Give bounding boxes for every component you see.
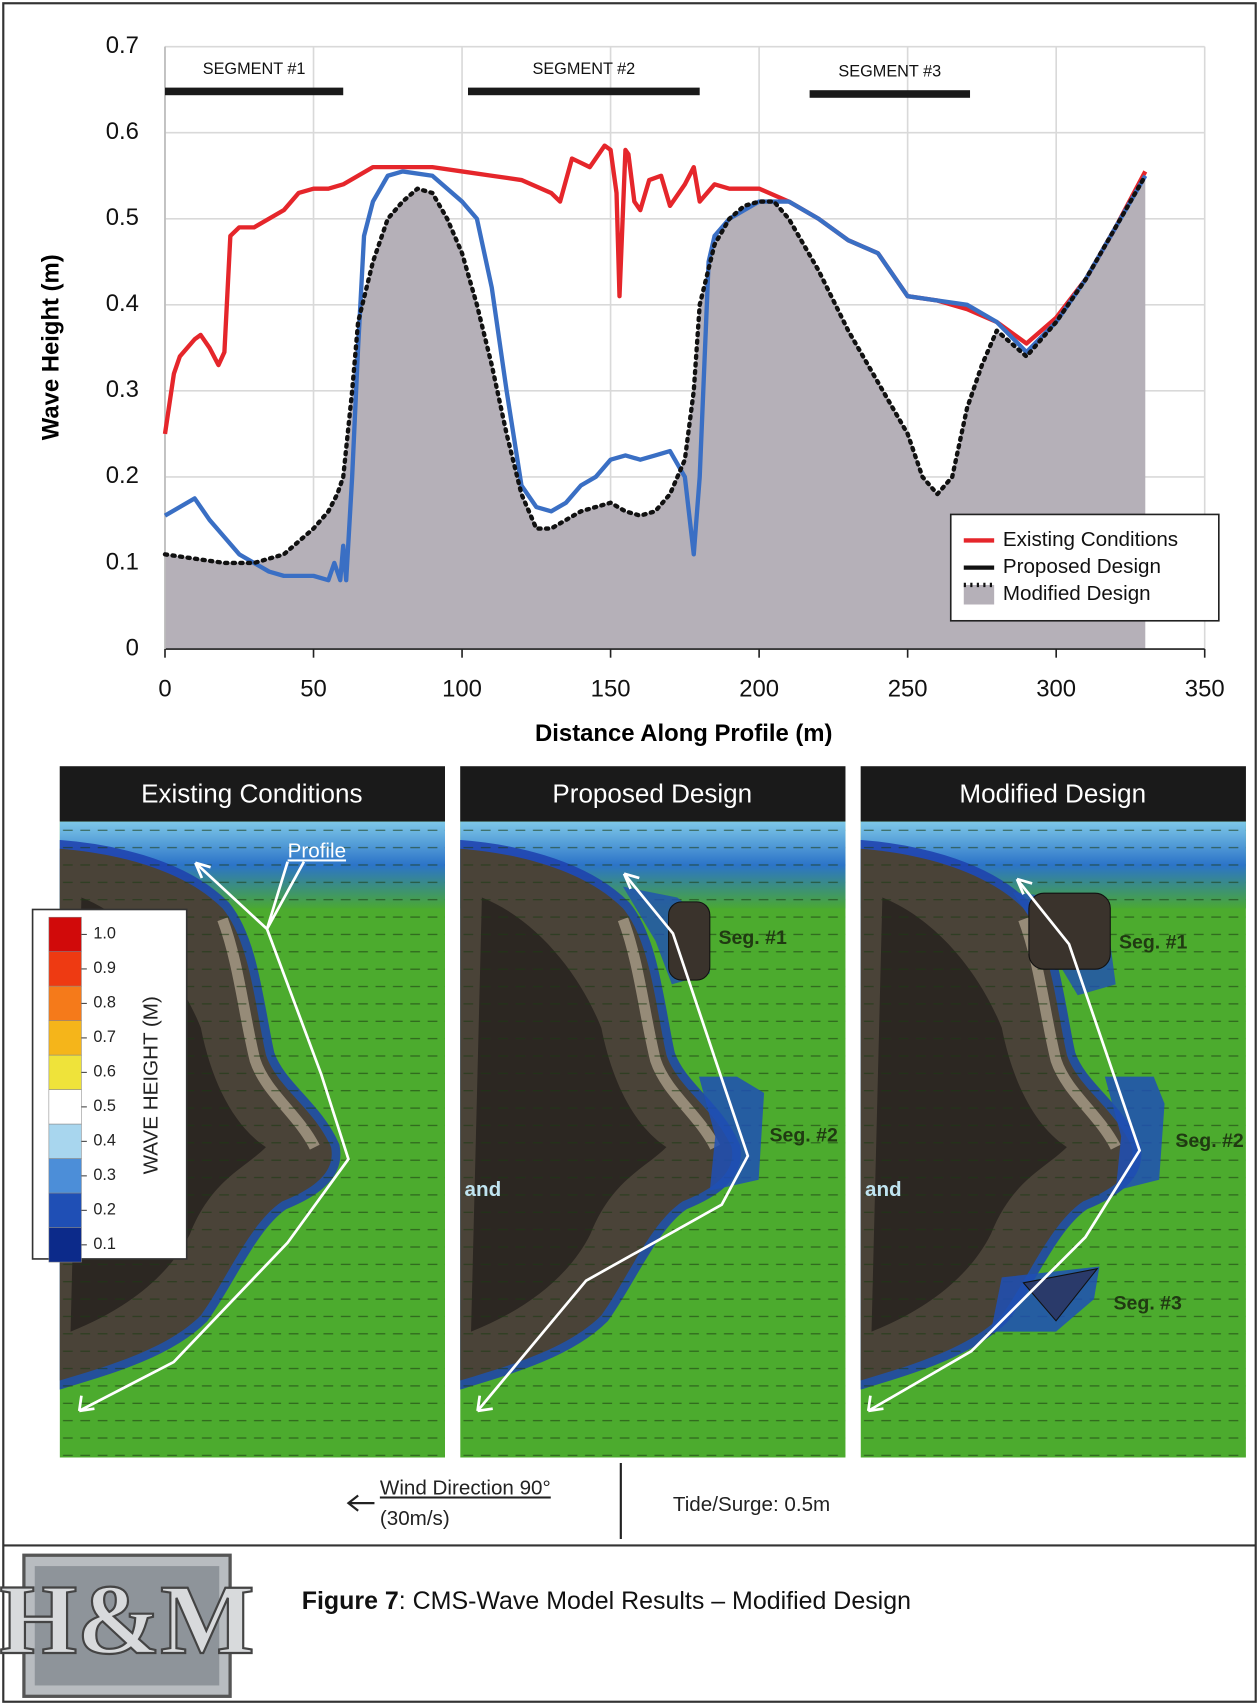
x-axis-title: Distance Along Profile (m) [535,720,832,747]
line [162,173,1148,566]
x-tick-label: 50 [300,676,327,703]
segment-label: SEGMENT #3 [838,63,941,81]
map-label: Seg. #2 [770,1124,838,1146]
y-tick-label: 0 [126,634,139,661]
colorbar-title: WAVE HEIGHT (M) [139,996,162,1174]
colorbar-block [48,916,82,952]
segment-bar [164,87,344,96]
wind-label: Wind Direction 90° [380,1476,551,1499]
legend-box [949,513,1220,622]
segment-label: SEGMENT #1 [203,60,306,78]
map-label: Seg. #3 [1114,1293,1182,1315]
colorbar-label: 0.2 [93,1201,116,1219]
y-tick-label: 0.2 [106,462,139,489]
colorbar-label: 0.5 [93,1097,116,1115]
wind-speed: (30m/s) [380,1507,450,1530]
map-label: Seg. #1 [718,927,786,949]
colorbar-block [48,1192,82,1228]
segment-label: SEGMENT #2 [532,60,635,78]
arrow [866,877,1033,1413]
colorbar-block [48,1020,82,1056]
breakwater [1028,892,1111,970]
colorbar-label: 0.8 [93,994,116,1012]
map-label: and [465,1178,502,1201]
plot: 0 0.1 0.2 0.3 0.4 0.5 0.6 0.7 0 50 100 150 200 250 300… [106,32,1225,703]
wind-arrow [346,1494,359,1512]
legend-label: Proposed Design [1003,555,1161,578]
shadow-zone [698,1076,765,1191]
colorbar-label: 1.0 [93,925,116,943]
map-panel: Existing Conditions Profile [60,766,445,1457]
logo: H&M [0,1564,255,1675]
caption: Figure 7: CMS-Wave Model Results – Modif… [302,1586,911,1614]
x-tick-label: 250 [888,676,928,703]
colorbar-block [48,1089,82,1125]
map-label: Seg. #2 [1175,1130,1243,1152]
colorbar-label: 0.3 [93,1166,116,1184]
y-tick-label: 0.6 [106,118,139,145]
arrow [476,872,640,1413]
segment-bar [467,87,700,96]
panel-title: Modified Design [959,778,1146,808]
y-tick-label: 0.5 [106,204,139,231]
legend-label: Existing Conditions [1003,528,1178,551]
colorbar-label: 0.7 [93,1028,116,1046]
panel-title: Proposed Design [552,778,752,808]
panel-header [59,766,445,822]
map-label: and [865,1178,902,1201]
panel-header [460,766,846,822]
x-tick-label: 350 [1185,676,1225,703]
colorbar-label: 0.6 [93,1063,116,1081]
x-tick-label: 100 [442,676,482,703]
y-tick-label: 0.7 [106,32,139,59]
x-tick-label: 150 [591,676,631,703]
map-panel: Proposed Design Seg. #1 Seg. #2 and [460,766,845,1457]
caption-label: Figure 7 [302,1586,399,1614]
caption-text: : CMS-Wave Model Results – Modified Desi… [399,1586,911,1614]
map-panel: Modified Design Seg. #1 Seg. #2 Seg. #3 … [861,766,1246,1457]
map-label: Profile [288,839,346,862]
colorbar-block [48,1227,82,1263]
colorbar-block [48,1123,82,1159]
y-tick-label: 0.4 [106,290,139,317]
logo-inner [34,1566,220,1686]
panel-header [860,766,1246,822]
colorbar-block [48,1054,82,1090]
colorbar-block [48,1158,82,1194]
panel-title: Existing Conditions [141,778,362,808]
x-tick-label: 0 [158,676,171,703]
colorbar-block [48,985,82,1021]
area [164,175,1146,650]
profile-line [867,878,1142,1413]
colorbar-scale: 1.0 0.9 0.8 0.7 0.6 0.5 0.4 0.3 0.2 0.1 [48,916,116,1263]
profile-line [476,872,750,1412]
segment-bar [809,90,971,98]
y-tick-label: 0.1 [106,548,139,575]
arrow [77,861,306,1413]
legend-label: Modified Design [1003,582,1151,605]
colorbar: WAVE HEIGHT (M) 1.0 0.9 0.8 0.7 0.6 0.5 0.4 0.3… [31,908,188,1263]
x-tick-label: 200 [739,676,779,703]
colorbar-label: 0.9 [93,959,116,977]
y-axis-title: Wave Height (m) [37,254,64,440]
x-tick-label: 300 [1036,676,1076,703]
map-label: Seg. #1 [1119,931,1187,953]
legend-swatch [963,584,995,605]
colorbar-block [48,951,82,987]
tide-label: Tide/Surge: 0.5m [673,1493,830,1516]
y-tick-label: 0.3 [106,376,139,403]
colorbar-label: 0.4 [93,1132,116,1150]
line [163,169,1148,583]
colorbar-label: 0.1 [93,1235,116,1253]
